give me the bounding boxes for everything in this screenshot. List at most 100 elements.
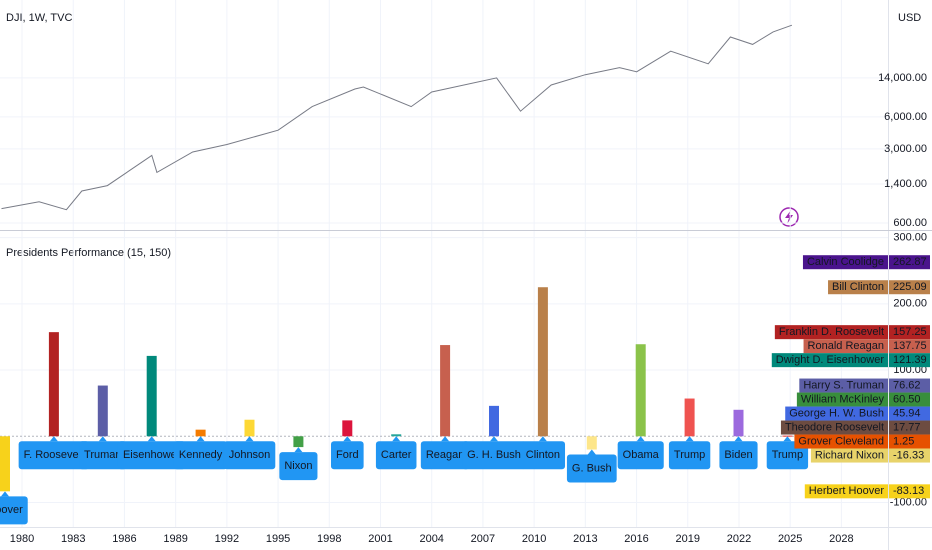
side-label-name-box: [804, 484, 888, 499]
side-label: Theodore Roosevelt 17.77: [780, 420, 930, 435]
bar-label-box: [462, 441, 526, 470]
bar-label-text: Clinton: [526, 449, 560, 461]
side-label-name-box: [774, 325, 888, 340]
side-label: George H. W. Bush 45.94: [785, 406, 930, 421]
side-label-name-box: [796, 392, 888, 407]
bar-label: Ford: [330, 436, 364, 470]
bar-label: F. Roosevelt: [18, 436, 90, 470]
x-tick-label: 2016: [624, 533, 648, 545]
side-label-value-box: [889, 392, 930, 407]
bar-label-box: [173, 441, 228, 470]
side-label-value-box: [889, 325, 930, 340]
alert-circle[interactable]: [779, 207, 799, 227]
bar: [635, 344, 646, 437]
side-label-name-box: [794, 434, 888, 449]
bar: [684, 398, 695, 437]
bar-label-text: G. Bush: [572, 462, 612, 474]
side-label-value-box: [889, 353, 930, 368]
side-label-value: 17.77: [893, 421, 921, 433]
bar: [48, 332, 59, 437]
bar-label-text: Trump: [772, 449, 803, 461]
bar-label-text: Reagan: [426, 449, 465, 461]
x-tick-label: 2001: [368, 533, 392, 545]
side-label: Richard Nixon -16.33: [810, 448, 930, 463]
side-label-name: Calvin Coolidge: [807, 256, 884, 268]
side-label-value-box: [889, 420, 930, 435]
bar-label-text: G. H. Bush: [467, 449, 521, 461]
side-label: Calvin Coolidge 262.87: [802, 255, 930, 270]
bar-label-box: [617, 441, 664, 470]
bar-label-box: [279, 452, 318, 481]
side-label-value-box: [889, 378, 930, 393]
side-label: Grover Cleveland 1.25: [794, 434, 930, 449]
side-label: Ronald Reagan 137.75: [803, 339, 930, 354]
side-label-value: 262.87: [893, 256, 927, 268]
x-tick-label: 1986: [112, 533, 136, 545]
side-label-value-box: [889, 406, 930, 421]
bar: [97, 385, 108, 437]
x-tick-label: 1995: [266, 533, 290, 545]
side-label-name: Theodore Roosevelt: [785, 421, 884, 433]
bar-label-box: [0, 496, 28, 525]
side-label-name: George H. W. Bush: [789, 407, 884, 419]
side-label: Bill Clinton 225.09: [828, 280, 930, 295]
x-tick-label: 2013: [573, 533, 597, 545]
symbol-title: DJI, 1W, TVC: [6, 12, 72, 24]
bar-label-text: Hoover: [0, 504, 23, 516]
y-tick-label: 14,000.00: [878, 72, 927, 84]
price-line: [1, 24, 793, 211]
side-label-value: 76.62: [893, 379, 921, 391]
side-label-name: William McKinley: [801, 393, 885, 405]
y-tick-label: 600.00: [893, 217, 927, 229]
x-tick-label: 2028: [829, 533, 853, 545]
side-label-name: Bill Clinton: [832, 281, 884, 293]
side-label-name: Richard Nixon: [815, 449, 884, 461]
bar-label: G. H. Bush: [462, 436, 526, 470]
side-label-value: -83.13: [893, 485, 924, 497]
side-label-name: Herbert Hoover: [809, 485, 885, 497]
bar: [586, 436, 597, 450]
bar-label-text: Trump: [674, 449, 705, 461]
bar-label: Carter: [375, 436, 417, 470]
bar-label-box: [18, 441, 90, 470]
alert-bolt[interactable]: [785, 210, 793, 224]
side-label-value-box: [889, 448, 930, 463]
bar-label-text: Nixon: [284, 460, 312, 472]
y-tick-label: 200.00: [893, 298, 927, 310]
side-label-name-box: [802, 255, 888, 270]
y-tick-label: 6,000.00: [884, 111, 927, 123]
bar-label-pointer: [392, 436, 401, 442]
side-label-value-box: [889, 280, 930, 295]
bar-label-box: [223, 441, 276, 470]
x-tick-label: 2007: [471, 533, 495, 545]
bar: [293, 436, 304, 448]
bar-label-text: Truman: [84, 449, 122, 461]
bar-label: Reagan: [420, 436, 470, 470]
bar: [195, 429, 206, 437]
bar-label: G. Bush: [566, 449, 617, 483]
bar-label-pointer: [98, 436, 107, 442]
side-label-name-box: [771, 353, 888, 368]
side-label-name: Franklin D. Roosevelt: [779, 326, 884, 338]
y-tick-label: 1,400.00: [884, 178, 927, 190]
bar-label-text: Kennedy: [179, 449, 223, 461]
y-tick-label: 300.00: [893, 232, 927, 244]
side-label-value-box: [889, 434, 930, 449]
bar-label-box: [668, 441, 711, 470]
bar-label-pointer: [685, 436, 694, 442]
y-tick-label: 3,000.00: [884, 143, 927, 155]
x-tick-label: 2010: [522, 533, 546, 545]
bar-label: Biden: [719, 436, 758, 470]
bar: [146, 355, 157, 437]
side-label-name: Ronald Reagan: [808, 340, 884, 352]
alert-icon[interactable]: [779, 207, 799, 227]
bar-label-pointer: [441, 436, 450, 442]
bar-label-pointer: [734, 436, 743, 442]
bar-label-box: [330, 441, 364, 470]
bar-label-box: [566, 454, 617, 483]
bar-label-text: Ford: [336, 449, 359, 461]
bar-label-box: [719, 441, 758, 470]
side-label: William McKinley 60.50: [796, 392, 930, 407]
bar: [244, 419, 255, 437]
side-label-name-box: [810, 448, 888, 463]
